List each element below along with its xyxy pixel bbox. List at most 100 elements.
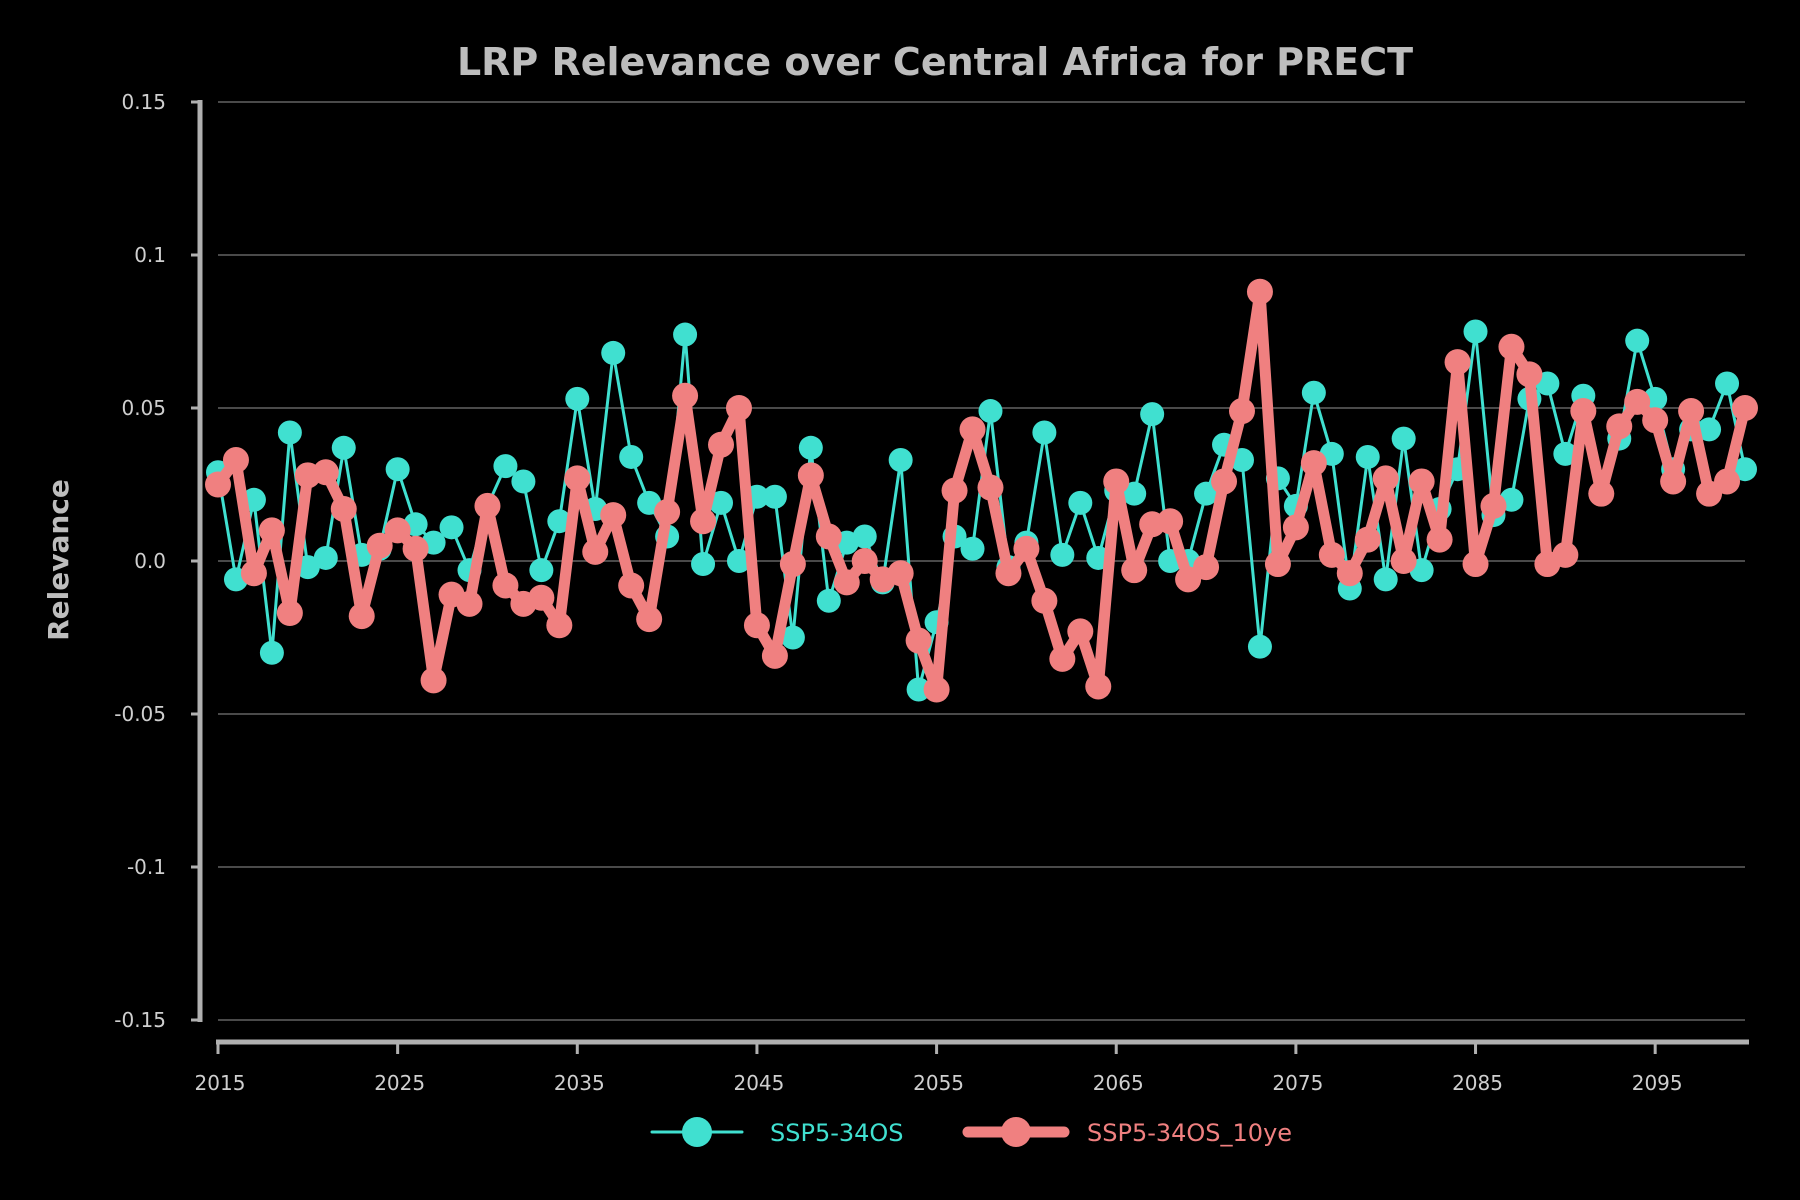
data-point-ssp5-34os-10ye <box>725 395 752 421</box>
data-point-ssp5-34os <box>1553 441 1578 466</box>
data-point-ssp5-34os <box>493 454 518 479</box>
data-point-ssp5-34os-10ye <box>1588 480 1615 507</box>
data-point-ssp5-34os-10ye <box>636 606 663 633</box>
x-tick-label: 2095 <box>1632 1071 1683 1095</box>
data-point-ssp5-34os <box>691 552 716 577</box>
data-point-ssp5-34os <box>762 484 787 509</box>
data-point-ssp5-34os <box>1068 490 1093 515</box>
data-point-ssp5-34os-10ye <box>1103 468 1130 495</box>
data-point-ssp5-34os-10ye <box>276 600 303 627</box>
x-tick-label: 2085 <box>1452 1071 1503 1095</box>
x-tick-label: 2065 <box>1093 1071 1144 1095</box>
data-point-ssp5-34os <box>1391 426 1416 451</box>
data-point-ssp5-34os-10ye <box>1516 361 1543 388</box>
data-point-ssp5-34os-10ye <box>1031 587 1058 614</box>
y-tick-label: -0.15 <box>114 1008 166 1032</box>
data-point-ssp5-34os-10ye <box>1067 618 1094 645</box>
data-point-ssp5-34os-10ye <box>708 431 735 458</box>
data-point-ssp5-34os-10ye <box>240 560 267 587</box>
data-point-ssp5-34os-10ye <box>492 572 519 599</box>
data-point-ssp5-34os-10ye <box>330 495 357 522</box>
data-point-ssp5-34os-10ye <box>905 627 932 654</box>
data-point-ssp5-34os-10ye <box>815 523 842 550</box>
data-point-ssp5-34os-10ye <box>402 535 429 562</box>
data-point-ssp5-34os-10ye <box>690 508 717 535</box>
data-point-ssp5-34os-10ye <box>1049 645 1076 672</box>
data-point-ssp5-34os <box>1194 481 1219 506</box>
data-point-ssp5-34os <box>439 515 464 540</box>
data-point-ssp5-34os <box>1625 328 1650 353</box>
data-point-ssp5-34os <box>619 444 644 469</box>
data-point-ssp5-34os-10ye <box>1678 398 1705 425</box>
data-point-ssp5-34os-10ye <box>528 584 555 611</box>
data-point-ssp5-34os-10ye <box>1193 554 1220 581</box>
data-point-ssp5-34os-10ye <box>1498 333 1525 360</box>
x-tick-label: 2015 <box>195 1071 246 1095</box>
data-point-ssp5-34os-10ye <box>761 642 788 669</box>
data-point-ssp5-34os-10ye <box>977 474 1004 501</box>
data-point-ssp5-34os <box>277 420 302 445</box>
data-point-ssp5-34os <box>547 509 572 534</box>
data-point-ssp5-34os-10ye <box>1085 673 1112 700</box>
data-point-ssp5-34os <box>816 588 841 613</box>
series-ssp5-34os-10ye <box>205 278 1758 703</box>
data-point-ssp5-34os-10ye <box>1228 398 1255 425</box>
data-point-ssp5-34os-10ye <box>797 462 824 489</box>
data-point-ssp5-34os-10ye <box>1408 468 1435 495</box>
data-point-ssp5-34os-10ye <box>833 569 860 596</box>
data-point-ssp5-34os-10ye <box>923 676 950 703</box>
data-point-ssp5-34os <box>1247 634 1272 659</box>
data-point-ssp5-34os-10ye <box>1444 349 1471 376</box>
data-point-ssp5-34os-10ye <box>222 447 249 474</box>
x-tick-label: 2055 <box>913 1071 964 1095</box>
y-tick-label: 0.0 <box>134 549 166 573</box>
data-point-ssp5-34os <box>852 524 877 549</box>
data-point-ssp5-34os-10ye <box>1642 407 1669 434</box>
data-point-ssp5-34os <box>780 625 805 650</box>
data-point-ssp5-34os-10ye <box>420 667 447 694</box>
legend: SSP5-34OS SSP5-34OS_10ye <box>650 1117 1292 1147</box>
x-tick-label: 2035 <box>554 1071 605 1095</box>
y-tick-label: -0.1 <box>127 855 166 879</box>
data-point-ssp5-34os <box>1733 457 1757 482</box>
y-tick-label: 0.15 <box>121 90 166 114</box>
data-point-ssp5-34os-10ye <box>1624 388 1651 415</box>
data-point-ssp5-34os-10ye <box>1318 541 1345 568</box>
data-point-ssp5-34os-10ye <box>1570 398 1597 425</box>
data-point-ssp5-34os-10ye <box>743 612 770 639</box>
data-point-ssp5-34os <box>565 386 590 411</box>
data-point-ssp5-34os-10ye <box>1264 551 1291 578</box>
data-point-ssp5-34os <box>709 490 734 515</box>
data-point-ssp5-34os <box>385 457 410 482</box>
y-tick-label: -0.05 <box>114 702 166 726</box>
data-point-ssp5-34os <box>601 340 626 365</box>
gridlines <box>218 101 1745 1021</box>
data-point-ssp5-34os <box>888 448 913 473</box>
data-point-ssp5-34os-10ye <box>959 416 986 443</box>
data-point-ssp5-34os-10ye <box>1354 526 1381 553</box>
data-point-ssp5-34os-10ye <box>1552 541 1579 568</box>
data-point-ssp5-34os <box>313 545 338 570</box>
data-point-ssp5-34os-10ye <box>1157 508 1184 535</box>
data-point-ssp5-34os <box>511 469 536 494</box>
data-point-ssp5-34os <box>1122 481 1147 506</box>
data-point-ssp5-34os-10ye <box>1372 465 1399 492</box>
plot-area <box>205 278 1758 703</box>
chart-title: LRP Relevance over Central Africa for PR… <box>457 40 1413 84</box>
data-point-ssp5-34os <box>331 435 356 460</box>
data-point-ssp5-34os <box>906 677 931 702</box>
x-tick-label: 2075 <box>1272 1071 1323 1095</box>
data-point-ssp5-34os <box>1140 402 1165 427</box>
data-point-ssp5-34os-10ye <box>1282 514 1309 541</box>
legend-swatch-marker <box>682 1117 712 1147</box>
legend-swatch-marker <box>1001 1117 1031 1147</box>
data-point-ssp5-34os-10ye <box>1336 560 1363 587</box>
data-point-ssp5-34os-10ye <box>366 532 393 559</box>
data-point-ssp5-34os <box>1050 542 1075 567</box>
data-point-ssp5-34os-10ye <box>1121 557 1148 584</box>
data-point-ssp5-34os-10ye <box>995 560 1022 587</box>
data-point-ssp5-34os-10ye <box>1390 548 1417 574</box>
y-axis-label: Relevance <box>42 479 75 641</box>
data-point-ssp5-34os-10ye <box>1732 395 1758 421</box>
data-point-ssp5-34os-10ye <box>654 499 681 526</box>
